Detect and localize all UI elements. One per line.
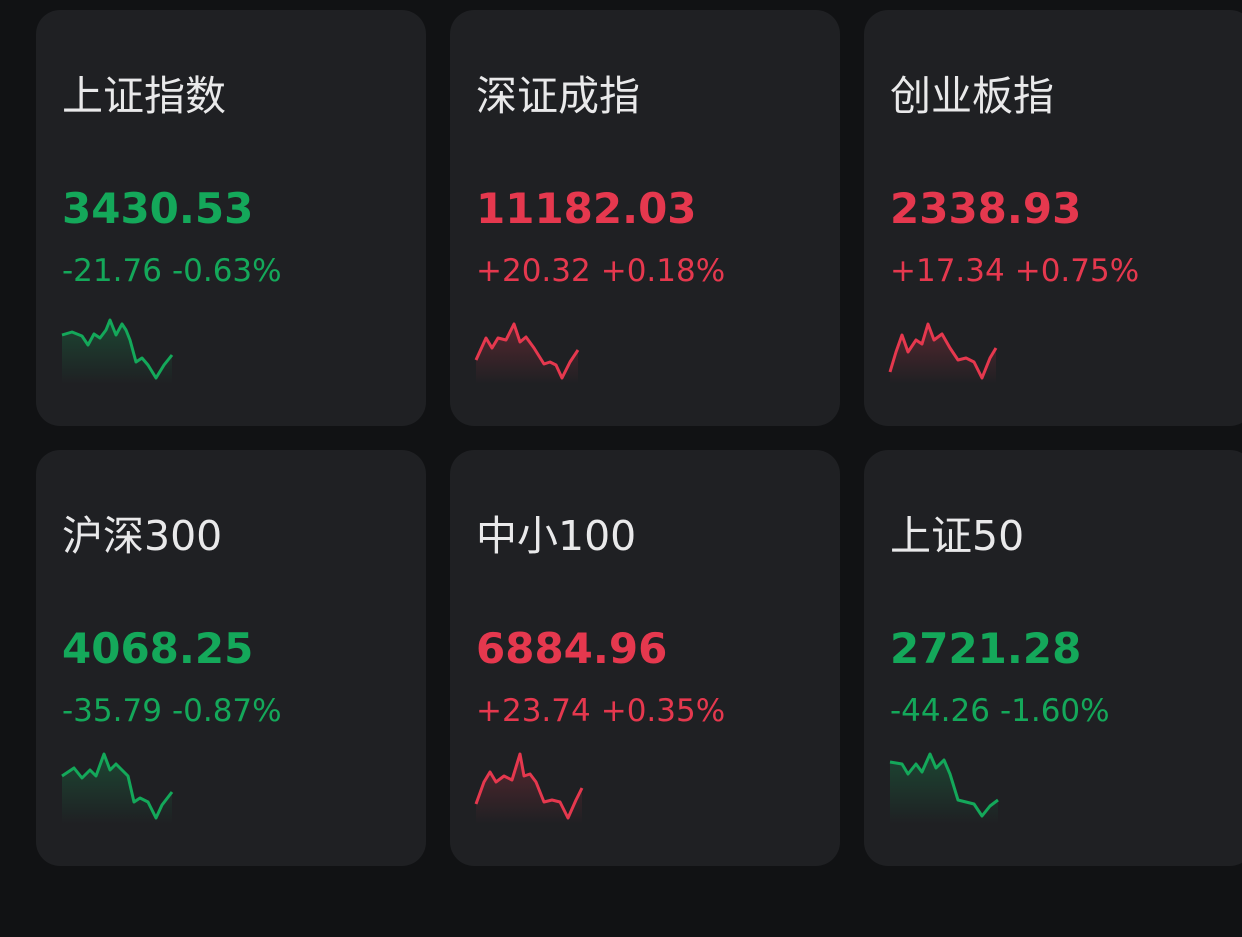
index-name: 上证指数 — [62, 72, 226, 120]
index-change-value: +17.34 — [890, 253, 1005, 289]
index-card-csi300[interactable]: 沪深300 4068.25 -35.79 -0.87% — [36, 450, 426, 866]
index-change-value: +23.74 — [476, 693, 591, 729]
index-price: 2721.28 — [890, 624, 1082, 673]
sparkline-chart-icon — [889, 752, 999, 824]
index-change-percent: +0.18% — [600, 253, 726, 289]
sparkline-chart-icon — [474, 322, 580, 384]
index-change-percent: +0.35% — [600, 693, 726, 729]
index-change: +23.74 +0.35% — [476, 696, 725, 727]
index-card-chinext[interactable]: 创业板指 2338.93 +17.34 +0.75% — [864, 10, 1242, 426]
index-name: 中小100 — [476, 512, 637, 560]
index-card-sse-composite[interactable]: 上证指数 3430.53 -21.76 -0.63% — [36, 10, 426, 426]
index-change-percent: -1.60% — [999, 693, 1110, 729]
sparkline-chart-icon — [61, 318, 174, 384]
index-change: -21.76 -0.63% — [62, 256, 282, 287]
index-price: 3430.53 — [62, 184, 254, 233]
index-change: +17.34 +0.75% — [890, 256, 1139, 287]
index-card-sse50[interactable]: 上证50 2721.28 -44.26 -1.60% — [864, 450, 1242, 866]
index-name: 沪深300 — [62, 512, 223, 560]
index-change: -44.26 -1.60% — [890, 696, 1110, 727]
index-change: -35.79 -0.87% — [62, 696, 282, 727]
index-change-value: -21.76 — [62, 253, 162, 289]
index-name: 深证成指 — [476, 72, 640, 120]
index-price: 2338.93 — [890, 184, 1082, 233]
index-change-value: +20.32 — [476, 253, 591, 289]
index-change-value: -35.79 — [62, 693, 162, 729]
index-change: +20.32 +0.18% — [476, 256, 725, 287]
index-name: 创业板指 — [890, 72, 1054, 120]
index-change-percent: -0.87% — [171, 693, 282, 729]
index-card-szse-component[interactable]: 深证成指 11182.03 +20.32 +0.18% — [450, 10, 840, 426]
index-change-percent: -0.63% — [171, 253, 282, 289]
index-price: 11182.03 — [476, 184, 697, 233]
index-name: 上证50 — [890, 512, 1025, 560]
index-card-sme100[interactable]: 中小100 6884.96 +23.74 +0.35% — [450, 450, 840, 866]
index-price: 4068.25 — [62, 624, 254, 673]
index-change-value: -44.26 — [890, 693, 990, 729]
sparkline-chart-icon — [61, 752, 174, 824]
index-change-percent: +0.75% — [1014, 253, 1140, 289]
index-price: 6884.96 — [476, 624, 668, 673]
sparkline-chart-icon — [474, 752, 584, 824]
sparkline-chart-icon — [888, 322, 998, 384]
